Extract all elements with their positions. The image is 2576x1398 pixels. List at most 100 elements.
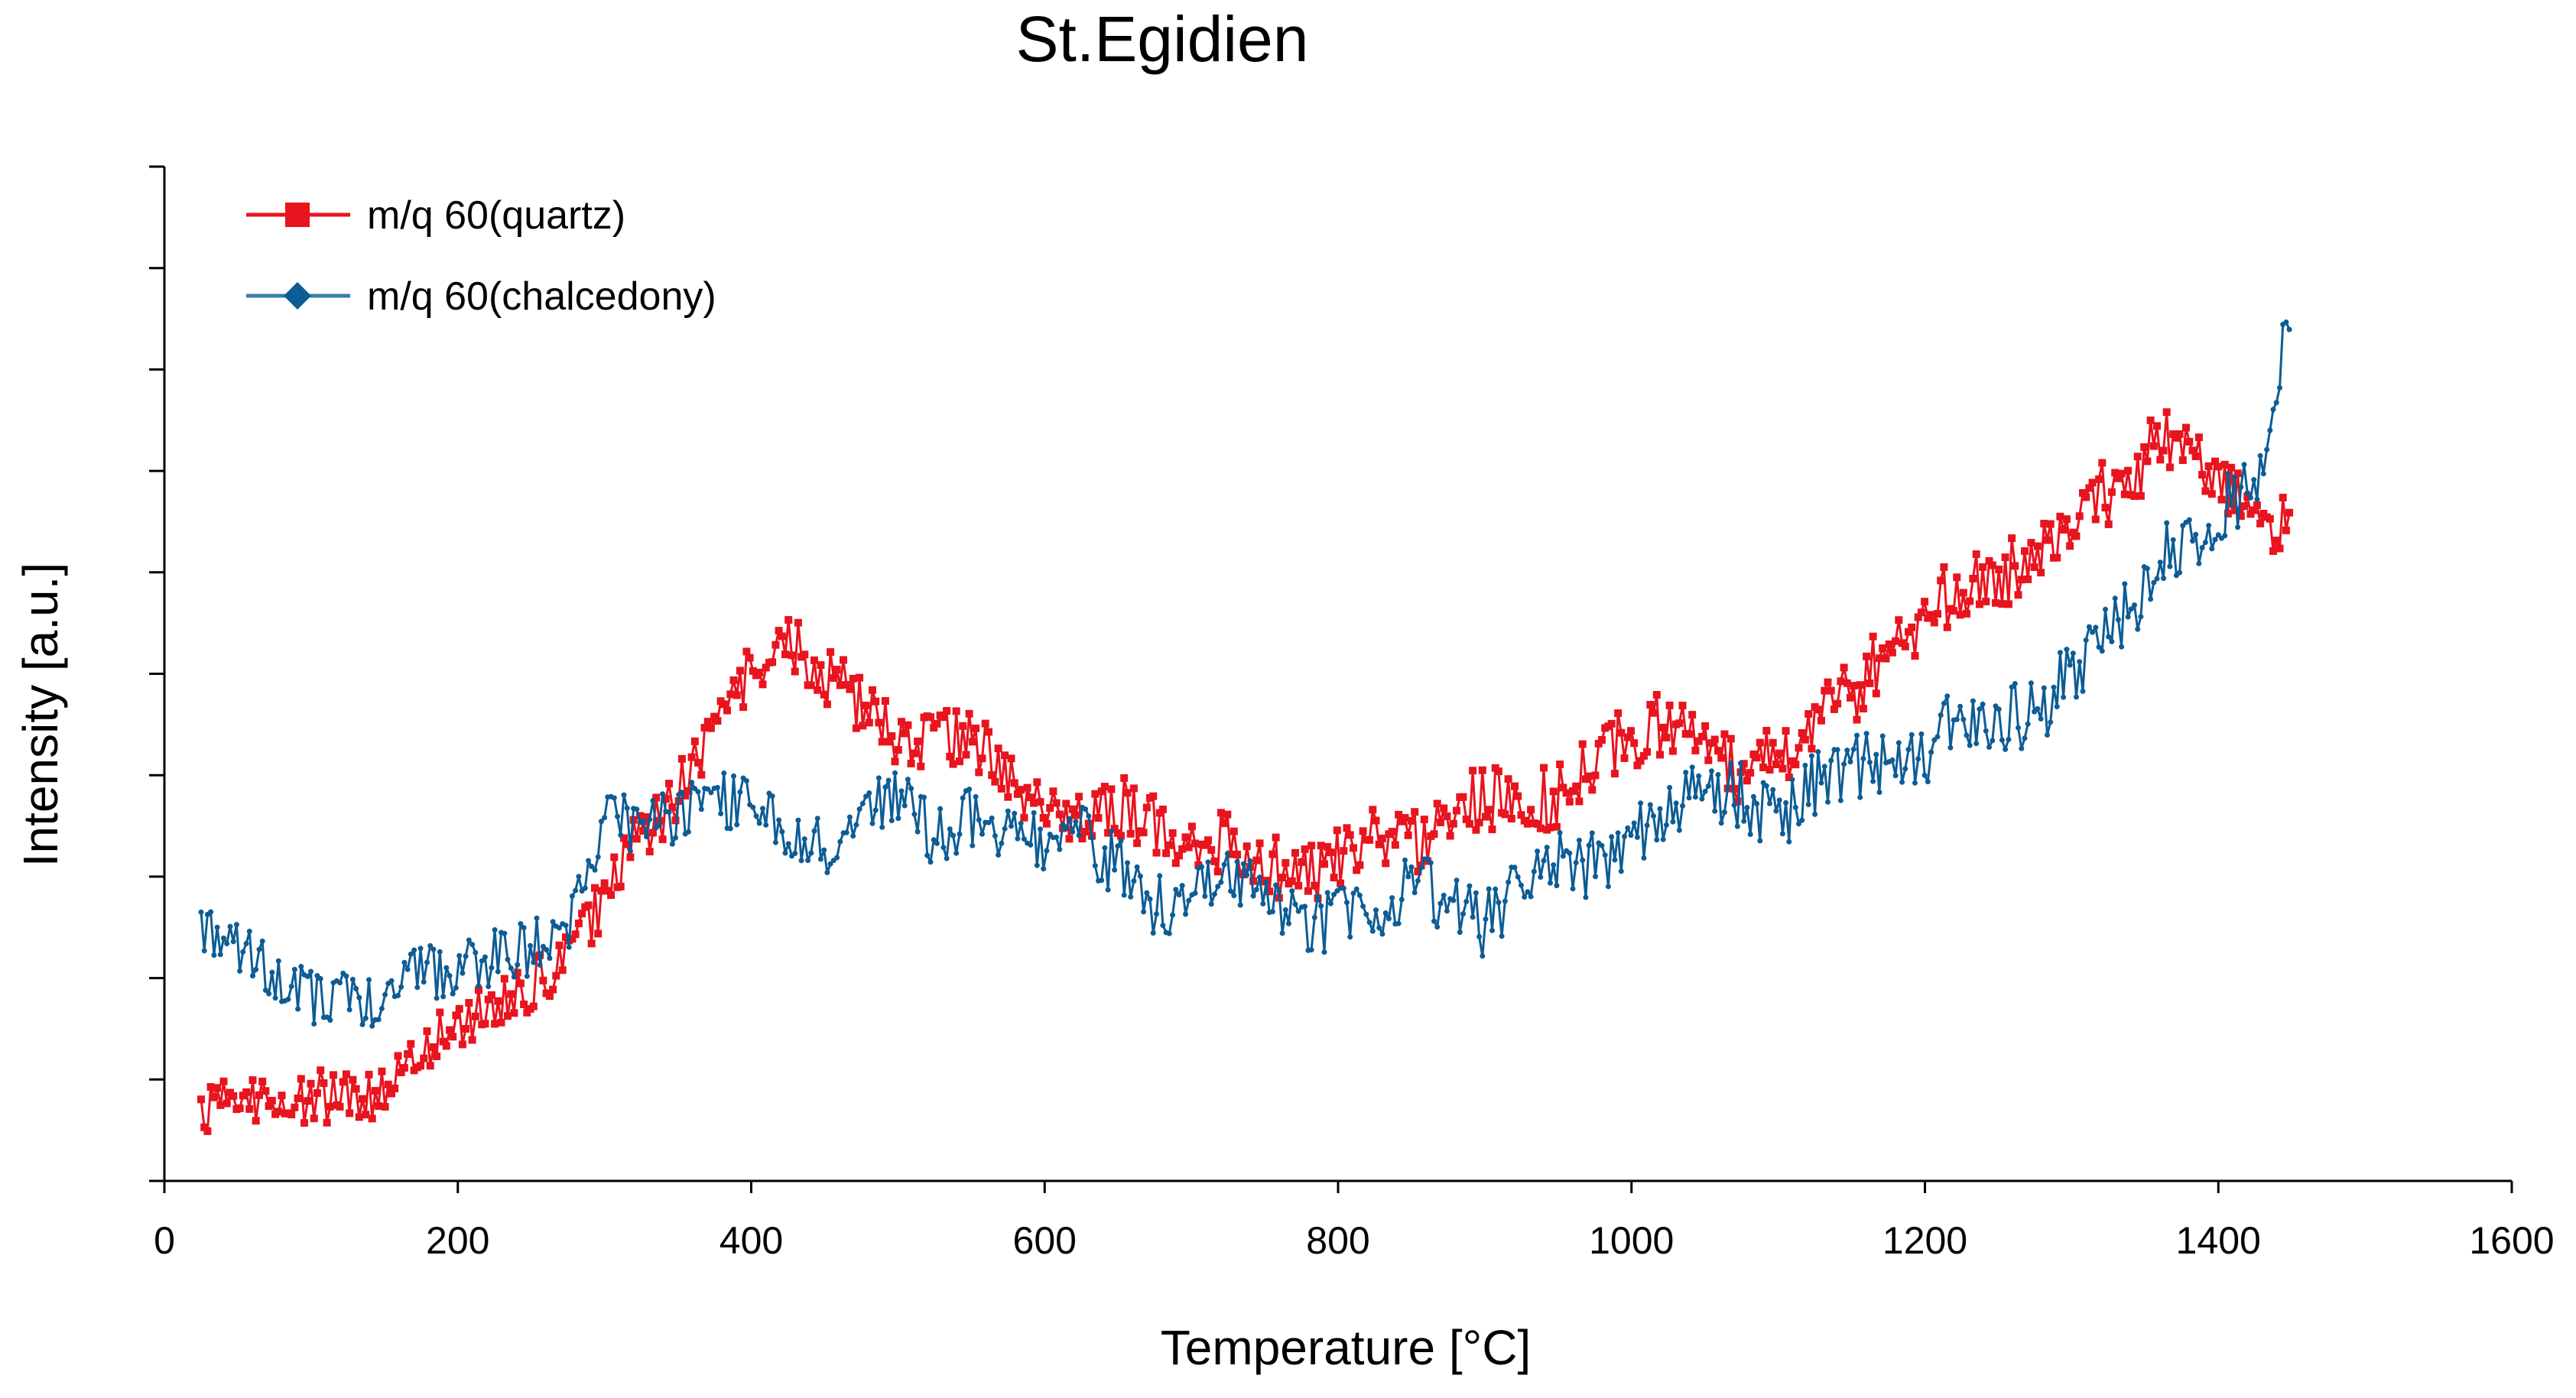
- point-quartz: [878, 738, 886, 746]
- point-chalcedony: [1083, 806, 1089, 812]
- point-chalcedony: [911, 811, 918, 817]
- point-quartz: [574, 920, 583, 928]
- point-quartz: [245, 1104, 254, 1113]
- point-quartz: [1733, 797, 1742, 806]
- point-chalcedony: [2006, 737, 2012, 742]
- point-chalcedony: [544, 947, 550, 952]
- point-quartz: [1646, 701, 1655, 709]
- point-chalcedony: [1531, 868, 1537, 874]
- plot-area: 0 200 400 600 800 1000 1200 1400 1600: [149, 165, 2555, 1262]
- point-quartz: [1569, 787, 1577, 795]
- point-quartz: [291, 1103, 299, 1111]
- point-chalcedony: [1170, 912, 1176, 918]
- point-quartz: [684, 787, 693, 795]
- point-quartz: [545, 992, 554, 1001]
- point-quartz: [1207, 846, 1216, 854]
- point-chalcedony: [356, 994, 362, 1001]
- point-chalcedony: [618, 832, 624, 838]
- point-chalcedony: [424, 959, 430, 965]
- point-chalcedony: [1905, 747, 1912, 753]
- point-chalcedony: [792, 851, 798, 856]
- point-chalcedony: [1009, 823, 1014, 829]
- point-quartz: [330, 1071, 337, 1079]
- point-chalcedony: [2025, 721, 2031, 727]
- point-chalcedony: [1086, 813, 1092, 819]
- point-chalcedony: [1324, 890, 1330, 896]
- point-chalcedony: [2035, 705, 2041, 712]
- point-chalcedony: [1244, 872, 1250, 878]
- point-quartz: [1536, 824, 1545, 832]
- point-quartz: [1636, 757, 1645, 765]
- point-quartz: [236, 1104, 244, 1112]
- point-chalcedony: [2193, 531, 2199, 537]
- point-quartz: [739, 703, 748, 712]
- point-chalcedony: [996, 852, 1002, 858]
- point-quartz: [1798, 729, 1806, 737]
- point-quartz: [939, 713, 947, 722]
- point-quartz: [1343, 824, 1351, 832]
- point-quartz: [2014, 591, 2022, 599]
- point-chalcedony: [1021, 836, 1027, 842]
- point-quartz: [1678, 702, 1687, 710]
- point-quartz: [2230, 506, 2239, 514]
- series-quartz: [197, 408, 2294, 1135]
- point-quartz: [933, 719, 941, 728]
- point-chalcedony: [627, 848, 633, 854]
- point-quartz: [1727, 735, 1735, 743]
- point-chalcedony: [1493, 886, 1499, 892]
- point-chalcedony: [2074, 694, 2079, 700]
- point-chalcedony: [1038, 826, 1043, 832]
- point-chalcedony: [2096, 644, 2102, 650]
- point-chalcedony: [1557, 830, 1563, 835]
- point-quartz: [1472, 826, 1480, 834]
- point-chalcedony: [2061, 694, 2067, 700]
- point-quartz: [481, 1020, 489, 1028]
- point-quartz: [1895, 616, 1903, 624]
- point-quartz: [1685, 730, 1693, 738]
- point-quartz: [252, 1117, 260, 1125]
- point-quartz: [600, 879, 609, 887]
- point-chalcedony: [1754, 801, 1760, 806]
- point-quartz: [2001, 553, 2009, 562]
- point-quartz: [2120, 490, 2129, 498]
- point-chalcedony: [1786, 838, 1792, 845]
- point-chalcedony: [1860, 756, 1866, 761]
- point-chalcedony: [1986, 744, 1992, 750]
- point-quartz: [1598, 736, 1606, 744]
- point-chalcedony: [2206, 523, 2212, 528]
- point-chalcedony: [1644, 822, 1650, 829]
- point-quartz: [1030, 799, 1038, 807]
- point-chalcedony: [1311, 914, 1317, 920]
- point-quartz: [342, 1070, 350, 1079]
- point-chalcedony: [2244, 490, 2250, 496]
- point-quartz: [1782, 727, 1790, 735]
- point-chalcedony: [2177, 569, 2183, 576]
- point-chalcedony: [1247, 858, 1253, 864]
- point-quartz: [336, 1102, 344, 1111]
- point-chalcedony: [592, 867, 598, 873]
- point-chalcedony: [2264, 446, 2270, 452]
- point-quartz: [1556, 761, 1564, 768]
- point-chalcedony: [266, 991, 272, 997]
- point-quartz: [1446, 832, 1454, 840]
- point-quartz: [949, 760, 957, 768]
- point-quartz: [1762, 727, 1771, 735]
- point-chalcedony: [1728, 760, 1734, 766]
- point-quartz: [1992, 598, 1999, 607]
- point-quartz: [914, 737, 922, 745]
- point-quartz: [2030, 563, 2038, 571]
- point-quartz: [1036, 798, 1044, 806]
- point-chalcedony: [308, 968, 313, 975]
- point-quartz: [1126, 829, 1135, 838]
- point-chalcedony: [2199, 545, 2205, 550]
- point-quartz: [1071, 811, 1080, 819]
- point-quartz: [355, 1113, 363, 1121]
- point-chalcedony: [1522, 894, 1528, 900]
- point-chalcedony: [1628, 832, 1634, 838]
- point-quartz: [1007, 754, 1015, 763]
- point-quartz: [2140, 443, 2149, 451]
- point-chalcedony: [953, 850, 960, 856]
- point-chalcedony: [1480, 953, 1486, 959]
- point-chalcedony: [515, 962, 521, 968]
- point-chalcedony: [1234, 858, 1240, 864]
